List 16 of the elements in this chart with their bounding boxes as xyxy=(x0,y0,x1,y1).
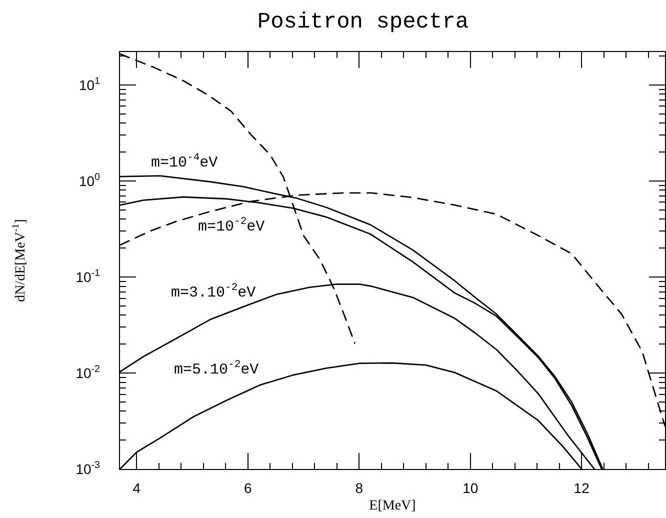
series-label: m=5.10$^{-2}$eV xyxy=(174,359,259,378)
series-label: m=3.10$^{-2}$eV xyxy=(171,282,256,302)
x-tick-label: 6 xyxy=(244,480,252,496)
y-tick-label: 10$^{-2}$ xyxy=(76,364,100,381)
series-label: m=10$^{-2}$eV xyxy=(198,216,265,236)
chart-title: Positron spectra xyxy=(257,10,469,35)
y-tick-label: 10$^{1}$ xyxy=(78,76,100,93)
x-tick-label: 8 xyxy=(355,480,364,496)
x-tick-label: 4 xyxy=(132,480,141,496)
y-tick-label: 10$^{-1}$ xyxy=(76,268,100,285)
series-label: m=10$^{-4}$eV xyxy=(151,152,218,172)
x-tick-label: 12 xyxy=(574,480,590,496)
x-axis-title: E[MeV] xyxy=(369,498,416,514)
y-tick-label: 10$^{0}$ xyxy=(78,172,101,189)
x-tick-label: 10 xyxy=(462,480,478,496)
y-tick-label: 10$^{-3}$ xyxy=(76,460,101,477)
